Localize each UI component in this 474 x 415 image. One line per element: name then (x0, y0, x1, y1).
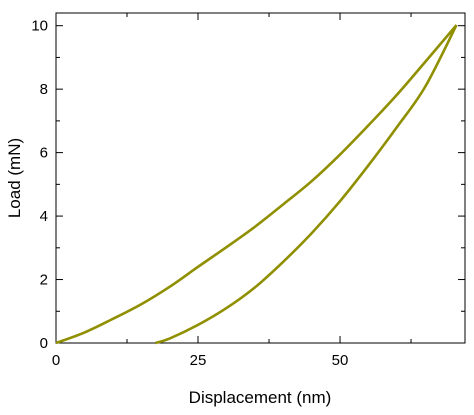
tick-marks (55, 13, 465, 344)
tick-labels: 0 25 50 0 2 4 6 8 10 (31, 18, 348, 369)
x-tick-label: 25 (190, 352, 207, 369)
y-tick-label: 2 (40, 272, 48, 289)
y-tick-label: 4 (40, 208, 48, 225)
series-group (55, 24, 458, 345)
y-tick-label: 6 (40, 145, 48, 162)
x-axis-label: Displacement (nm) (189, 388, 332, 407)
x-tick-label: 50 (332, 352, 349, 369)
plot-frame (55, 12, 466, 344)
series-line-1 (55, 24, 458, 345)
y-tick-label: 8 (40, 81, 48, 98)
x-tick-label: 0 (52, 352, 60, 369)
y-tick-label: 0 (40, 335, 48, 352)
y-tick-label: 10 (31, 18, 48, 35)
series-line-2 (155, 24, 458, 345)
y-axis-label: Load (mN) (5, 138, 24, 218)
